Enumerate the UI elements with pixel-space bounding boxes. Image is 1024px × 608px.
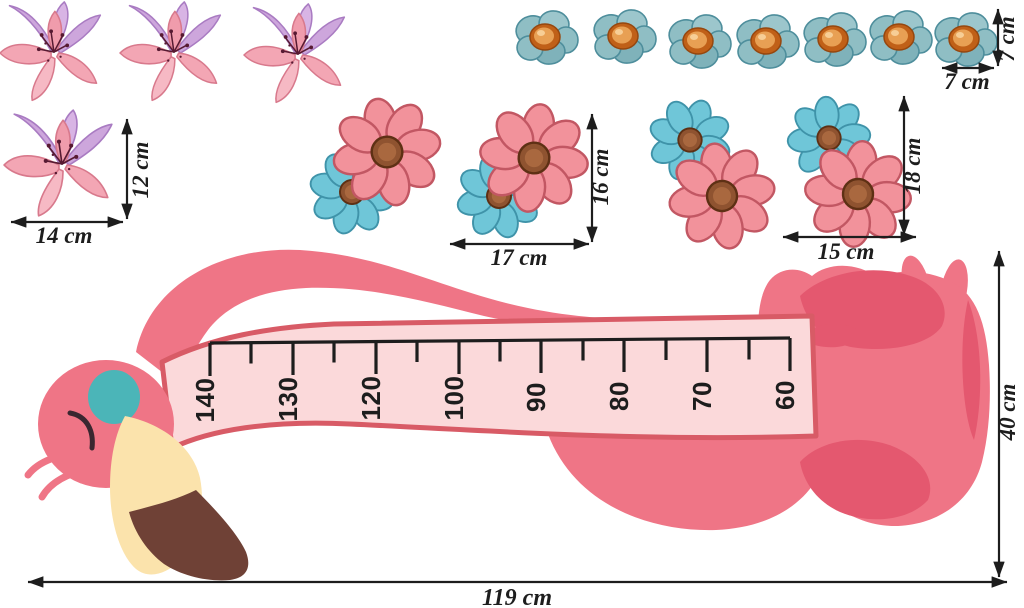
wing-details bbox=[800, 270, 981, 520]
ruler-scale: 140 130 120 100 90 80 70 60 bbox=[190, 336, 800, 423]
dimension-label: 7 cm bbox=[944, 69, 989, 94]
dimension-label: 7 cm bbox=[994, 16, 1019, 61]
dimension-lily-height: 12 cm bbox=[121, 118, 153, 220]
lily-sticker bbox=[243, 3, 346, 104]
closed-eye bbox=[67, 410, 95, 451]
lily-sticker bbox=[0, 1, 102, 102]
dimension-overall-width: 119 cm bbox=[27, 576, 1008, 608]
pink-blue-cluster-sticker bbox=[441, 96, 596, 254]
dimension-label: 119 cm bbox=[482, 585, 552, 608]
flamingo-head-group bbox=[24, 360, 249, 581]
ruler-label: 90 bbox=[521, 382, 551, 412]
blue-flower-sticker bbox=[735, 12, 800, 71]
lily-sticker bbox=[119, 1, 222, 102]
blue-flower-sticker-row bbox=[514, 7, 998, 71]
ruler-label: 80 bbox=[604, 381, 634, 411]
dimension-label: 17 cm bbox=[491, 245, 548, 270]
blue-flower-sticker bbox=[802, 10, 867, 69]
dimension-annotations: 12 cm 14 cm 7 cm 7 cm 16 cm 17 cm 18 cm bbox=[10, 8, 1020, 608]
cheek-spot bbox=[88, 370, 140, 424]
dimension-blue-pink-cluster-height: 18 cm bbox=[898, 95, 925, 236]
dimension-label: 12 cm bbox=[128, 142, 153, 199]
dimension-blue-flower-width: 7 cm bbox=[941, 62, 995, 94]
dimension-pink-blue-cluster-height: 16 cm bbox=[586, 113, 613, 243]
ruler-strip bbox=[159, 313, 819, 451]
flamingo-growth-chart: 140 130 120 100 90 80 70 60 bbox=[24, 249, 990, 581]
dimension-label: 16 cm bbox=[588, 149, 613, 206]
beak-tip bbox=[129, 490, 249, 581]
blue-pink-cluster-sticker bbox=[637, 87, 784, 258]
ruler-label: 60 bbox=[770, 380, 800, 410]
ruler-label: 130 bbox=[273, 377, 303, 422]
dimension-label: 40 cm bbox=[995, 384, 1020, 442]
ruler-label: 120 bbox=[356, 376, 386, 421]
dimension-lily-width: 14 cm bbox=[10, 216, 124, 248]
blue-flower-sticker bbox=[868, 8, 933, 67]
lily-sticker-measured bbox=[3, 109, 113, 217]
dimension-blue-pink-cluster-width: 15 cm bbox=[782, 231, 917, 264]
blue-flower-sticker bbox=[667, 12, 732, 71]
dimension-pink-blue-cluster-width: 17 cm bbox=[449, 238, 590, 270]
dimension-label: 15 cm bbox=[818, 239, 875, 264]
dimension-overall-height: 40 cm bbox=[993, 250, 1020, 578]
pink-blue-cluster-sticker bbox=[300, 87, 452, 244]
lily-sticker-row bbox=[0, 1, 346, 104]
ruler-label: 70 bbox=[687, 381, 717, 411]
ruler-label: 100 bbox=[439, 376, 469, 421]
blue-flower-sticker bbox=[514, 8, 579, 67]
blue-flower-sticker bbox=[933, 10, 998, 69]
blue-pink-cluster-sticker bbox=[770, 79, 917, 253]
dimension-label: 18 cm bbox=[900, 138, 925, 195]
blue-flower-sticker bbox=[592, 7, 657, 66]
ruler-label: 140 bbox=[190, 378, 220, 423]
flamingo-neck bbox=[136, 249, 652, 386]
dimension-label: 14 cm bbox=[36, 223, 93, 248]
dimension-blue-flower-height: 7 cm bbox=[992, 8, 1019, 67]
